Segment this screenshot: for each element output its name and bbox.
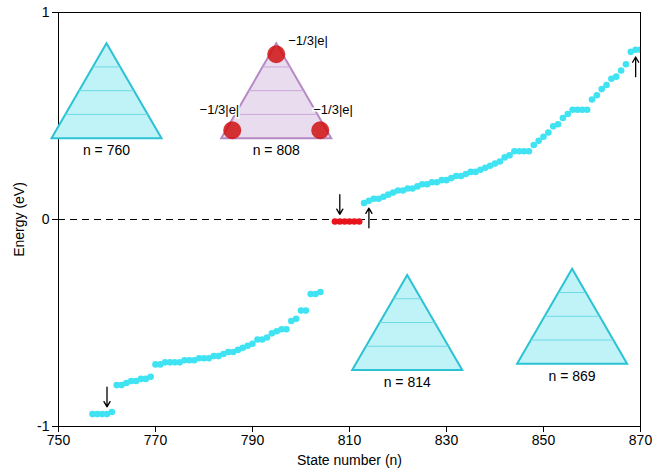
- svg-text:870: 870: [629, 432, 653, 448]
- svg-text:−1/3|e|: −1/3|e|: [200, 102, 240, 117]
- svg-text:−1/3|e|: −1/3|e|: [288, 33, 328, 48]
- svg-text:n = 814: n = 814: [384, 374, 431, 390]
- svg-text:830: 830: [435, 432, 459, 448]
- svg-text:770: 770: [144, 432, 168, 448]
- svg-text:−1/3|e|: −1/3|e|: [313, 102, 353, 117]
- svg-text:n = 760: n = 760: [83, 142, 130, 158]
- svg-text:State number (n): State number (n): [297, 452, 402, 468]
- svg-text:n = 808: n = 808: [253, 142, 300, 158]
- svg-text:790: 790: [241, 432, 265, 448]
- svg-text:n = 869: n = 869: [549, 368, 596, 384]
- svg-text:1: 1: [42, 4, 50, 20]
- svg-text:750: 750: [47, 432, 71, 448]
- svg-text:850: 850: [532, 432, 556, 448]
- svg-text:810: 810: [338, 432, 362, 448]
- svg-text:Energy (eV): Energy (eV): [11, 182, 27, 257]
- svg-text:-1: -1: [37, 418, 50, 434]
- svg-text:0: 0: [42, 211, 50, 227]
